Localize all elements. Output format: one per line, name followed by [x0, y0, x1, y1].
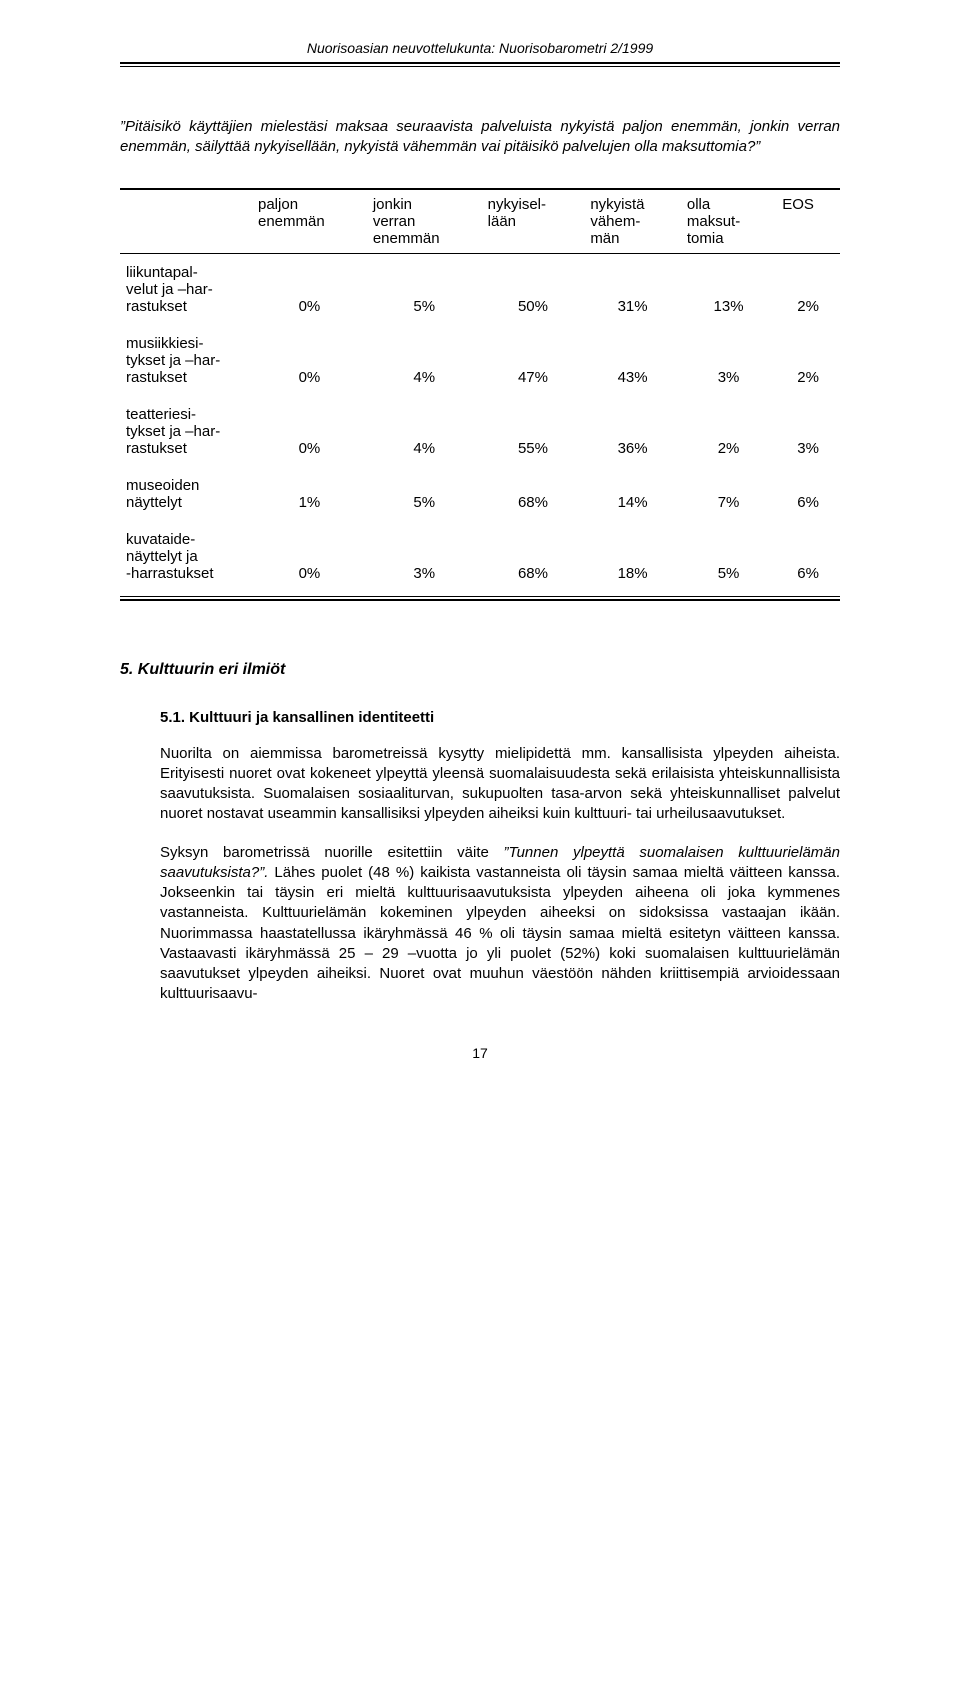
- cell-value: 14%: [584, 467, 681, 521]
- table-row: teatteriesi-tykset ja –har-rastukset0%4%…: [120, 396, 840, 467]
- body-paragraph-2: Syksyn barometrissä nuorille esitettiin …: [160, 843, 840, 1005]
- col-header-4: nykyistä vähem- män: [584, 189, 681, 254]
- cell-value: 2%: [776, 253, 840, 325]
- cell-value: 3%: [367, 521, 482, 596]
- cell-value: 5%: [681, 521, 776, 596]
- cell-value: 2%: [681, 396, 776, 467]
- cell-value: 68%: [482, 467, 585, 521]
- table-header-row: paljon enemmän jonkin verran enemmän nyk…: [120, 189, 840, 254]
- para2-tail: Lähes puolet (48 %) kaikista vastanneist…: [160, 864, 840, 1003]
- section-heading: 5. Kulttuurin eri ilmiöt: [120, 661, 840, 679]
- cell-value: 4%: [367, 396, 482, 467]
- col-header-2: jonkin verran enemmän: [367, 189, 482, 254]
- cell-value: 43%: [584, 325, 681, 396]
- row-label: teatteriesi-tykset ja –har-rastukset: [120, 396, 252, 467]
- cell-value: 7%: [681, 467, 776, 521]
- col-header-text: lään: [488, 213, 516, 230]
- cell-value: 6%: [776, 521, 840, 596]
- cell-value: 31%: [584, 253, 681, 325]
- row-label: kuvataide-näyttelyt ja-harrastukset: [120, 521, 252, 596]
- col-header-text: vähem-: [590, 213, 640, 230]
- col-header-text: nykyistä: [590, 196, 644, 213]
- table-row: liikuntapal-velut ja –har-rastukset0%5%5…: [120, 253, 840, 325]
- cell-value: 3%: [776, 396, 840, 467]
- col-header-text: enemmän: [373, 230, 440, 247]
- body-paragraph-1: Nuorilta on aiemmissa barometreissä kysy…: [160, 744, 840, 825]
- cell-value: 0%: [252, 396, 367, 467]
- cell-value: 0%: [252, 521, 367, 596]
- col-header-5: olla maksut- tomia: [681, 189, 776, 254]
- col-header-text: paljon: [258, 196, 298, 213]
- col-header-text: olla: [687, 196, 710, 213]
- col-header-text: män: [590, 230, 619, 247]
- cell-value: 1%: [252, 467, 367, 521]
- subsection-heading: 5.1. Kulttuuri ja kansallinen identiteet…: [160, 709, 840, 726]
- para2-lead: Syksyn barometrissä nuorille esitettiin …: [160, 844, 504, 861]
- col-header-text: tomia: [687, 230, 724, 247]
- cell-value: 50%: [482, 253, 585, 325]
- cell-value: 6%: [776, 467, 840, 521]
- cell-value: 36%: [584, 396, 681, 467]
- table-bottom-rule: [120, 596, 840, 601]
- col-header-text: maksut-: [687, 213, 740, 230]
- col-header-text: verran: [373, 213, 416, 230]
- cell-value: 68%: [482, 521, 585, 596]
- col-header-text: EOS: [782, 196, 814, 213]
- cell-value: 55%: [482, 396, 585, 467]
- cell-value: 2%: [776, 325, 840, 396]
- page-header: Nuorisoasian neuvottelukunta: Nuorisobar…: [120, 40, 840, 58]
- col-header-3: nykyisel- lään: [482, 189, 585, 254]
- results-table: paljon enemmän jonkin verran enemmän nyk…: [120, 188, 840, 596]
- cell-value: 0%: [252, 253, 367, 325]
- cell-value: 0%: [252, 325, 367, 396]
- col-header-text: enemmän: [258, 213, 325, 230]
- intro-question: ”Pitäisikö käyttäjien mielestäsi maksaa …: [120, 117, 840, 158]
- col-header-blank: [120, 189, 252, 254]
- document-page: Nuorisoasian neuvottelukunta: Nuorisobar…: [0, 0, 960, 1121]
- col-header-1: paljon enemmän: [252, 189, 367, 254]
- cell-value: 18%: [584, 521, 681, 596]
- header-title: Nuorisoasian neuvottelukunta: Nuorisobar…: [307, 40, 653, 56]
- table-row: musiikkiesi-tykset ja –har-rastukset0%4%…: [120, 325, 840, 396]
- col-header-6: EOS: [776, 189, 840, 254]
- row-label: liikuntapal-velut ja –har-rastukset: [120, 253, 252, 325]
- col-header-text: jonkin: [373, 196, 412, 213]
- page-number: 17: [120, 1045, 840, 1061]
- cell-value: 5%: [367, 253, 482, 325]
- cell-value: 4%: [367, 325, 482, 396]
- cell-value: 3%: [681, 325, 776, 396]
- table-row: kuvataide-näyttelyt ja-harrastukset0%3%6…: [120, 521, 840, 596]
- col-header-text: nykyisel-: [488, 196, 546, 213]
- cell-value: 47%: [482, 325, 585, 396]
- cell-value: 5%: [367, 467, 482, 521]
- row-label: museoidennäyttelyt: [120, 467, 252, 521]
- header-rule: [120, 62, 840, 67]
- cell-value: 13%: [681, 253, 776, 325]
- table-body: liikuntapal-velut ja –har-rastukset0%5%5…: [120, 253, 840, 596]
- row-label: musiikkiesi-tykset ja –har-rastukset: [120, 325, 252, 396]
- table-row: museoidennäyttelyt1%5%68%14%7%6%: [120, 467, 840, 521]
